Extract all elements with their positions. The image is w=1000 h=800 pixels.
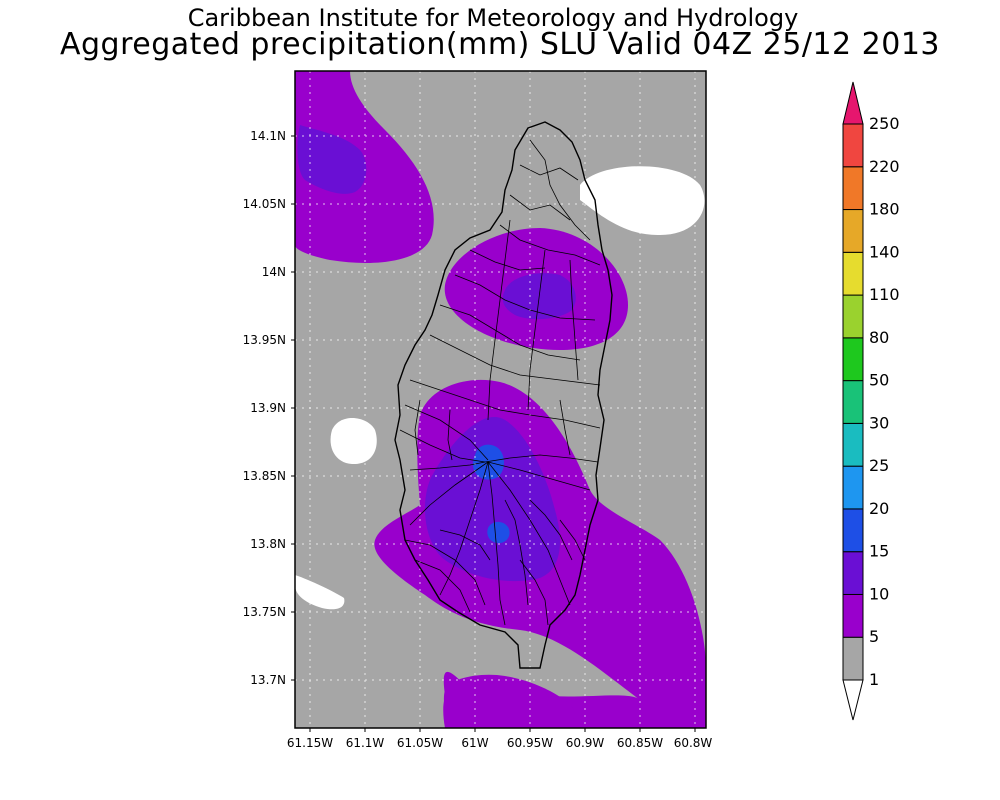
lat-label: 13.75N <box>243 605 286 619</box>
island-boundaries <box>399 139 601 626</box>
lon-label: 61.05W <box>397 736 443 750</box>
colorbar-segment <box>842 251 864 296</box>
colorbar-label: 5 <box>869 627 879 646</box>
colorbar-label: 10 <box>869 584 889 603</box>
colorbar-segment <box>842 209 864 253</box>
dry-area-west <box>330 417 377 465</box>
colorbar-segment <box>842 380 864 424</box>
latitude-axis: 14.1N 14.05N 14N 13.95N 13.9N 13.85N 13.… <box>243 129 295 687</box>
lat-label: 13.7N <box>250 673 286 687</box>
colorbar-segment <box>842 508 864 553</box>
colorbar-segment <box>842 465 864 510</box>
precip-core-nw <box>297 125 367 194</box>
colorbar-segment <box>842 636 864 681</box>
lat-label: 13.85N <box>243 469 286 483</box>
lon-label: 60.95W <box>507 736 553 750</box>
colorbar-label: 25 <box>869 456 889 475</box>
colorbar-segment <box>842 123 864 168</box>
title-product: Aggregated precipitation(mm) SLU Valid 0… <box>59 27 941 62</box>
saint-lucia-coastline <box>394 121 613 669</box>
lon-label: 60.8W <box>674 736 713 750</box>
dry-area-ne <box>580 166 705 236</box>
lon-label: 60.85W <box>617 736 663 750</box>
colorbar-label: 220 <box>869 157 900 176</box>
colorbar-label: 110 <box>869 285 900 304</box>
colorbar-tip-high <box>842 81 864 125</box>
colorbar-segment <box>842 593 864 638</box>
longitude-axis: 61.15W 61.1W 61.05W 61W 60.95W 60.9W 60.… <box>287 728 713 750</box>
colorbar-label: 30 <box>869 413 889 432</box>
lat-label: 14N <box>262 265 286 279</box>
precip-map <box>295 71 706 728</box>
colorbar-label: 50 <box>869 371 889 390</box>
lat-label: 14.1N <box>250 129 286 143</box>
colorbar-segment <box>842 337 864 382</box>
lon-label: 60.9W <box>566 736 605 750</box>
colorbar-segment <box>842 166 864 211</box>
colorbar-label: 20 <box>869 499 889 518</box>
lat-label: 14.05N <box>243 197 286 211</box>
map-frame <box>294 70 707 729</box>
colorbar-tip-low <box>842 679 864 721</box>
colorbar-segment <box>842 551 864 595</box>
colorbar-segment <box>842 294 864 339</box>
lat-label: 13.8N <box>250 537 286 551</box>
precip-area-southcoast <box>443 674 576 728</box>
colorbar-label: 1 <box>869 670 879 689</box>
colorbar-label: 250 <box>869 114 900 133</box>
colorbar-label: 15 <box>869 542 889 561</box>
title-institute: Caribbean Institute for Meteorology and … <box>187 4 799 32</box>
lon-label: 61.1W <box>346 736 385 750</box>
lat-label: 13.9N <box>250 401 286 415</box>
lon-label: 61.15W <box>287 736 333 750</box>
lon-label: 61W <box>461 736 488 750</box>
graticule <box>295 71 706 728</box>
colorbar-label: 80 <box>869 328 889 347</box>
lat-label: 13.95N <box>243 333 286 347</box>
colorbar-label: 140 <box>869 242 900 261</box>
colorbar-segment <box>842 422 864 467</box>
precip-peak-2 <box>487 521 510 544</box>
dry-area-sw <box>295 575 345 610</box>
colorbar-label: 180 <box>869 200 900 219</box>
